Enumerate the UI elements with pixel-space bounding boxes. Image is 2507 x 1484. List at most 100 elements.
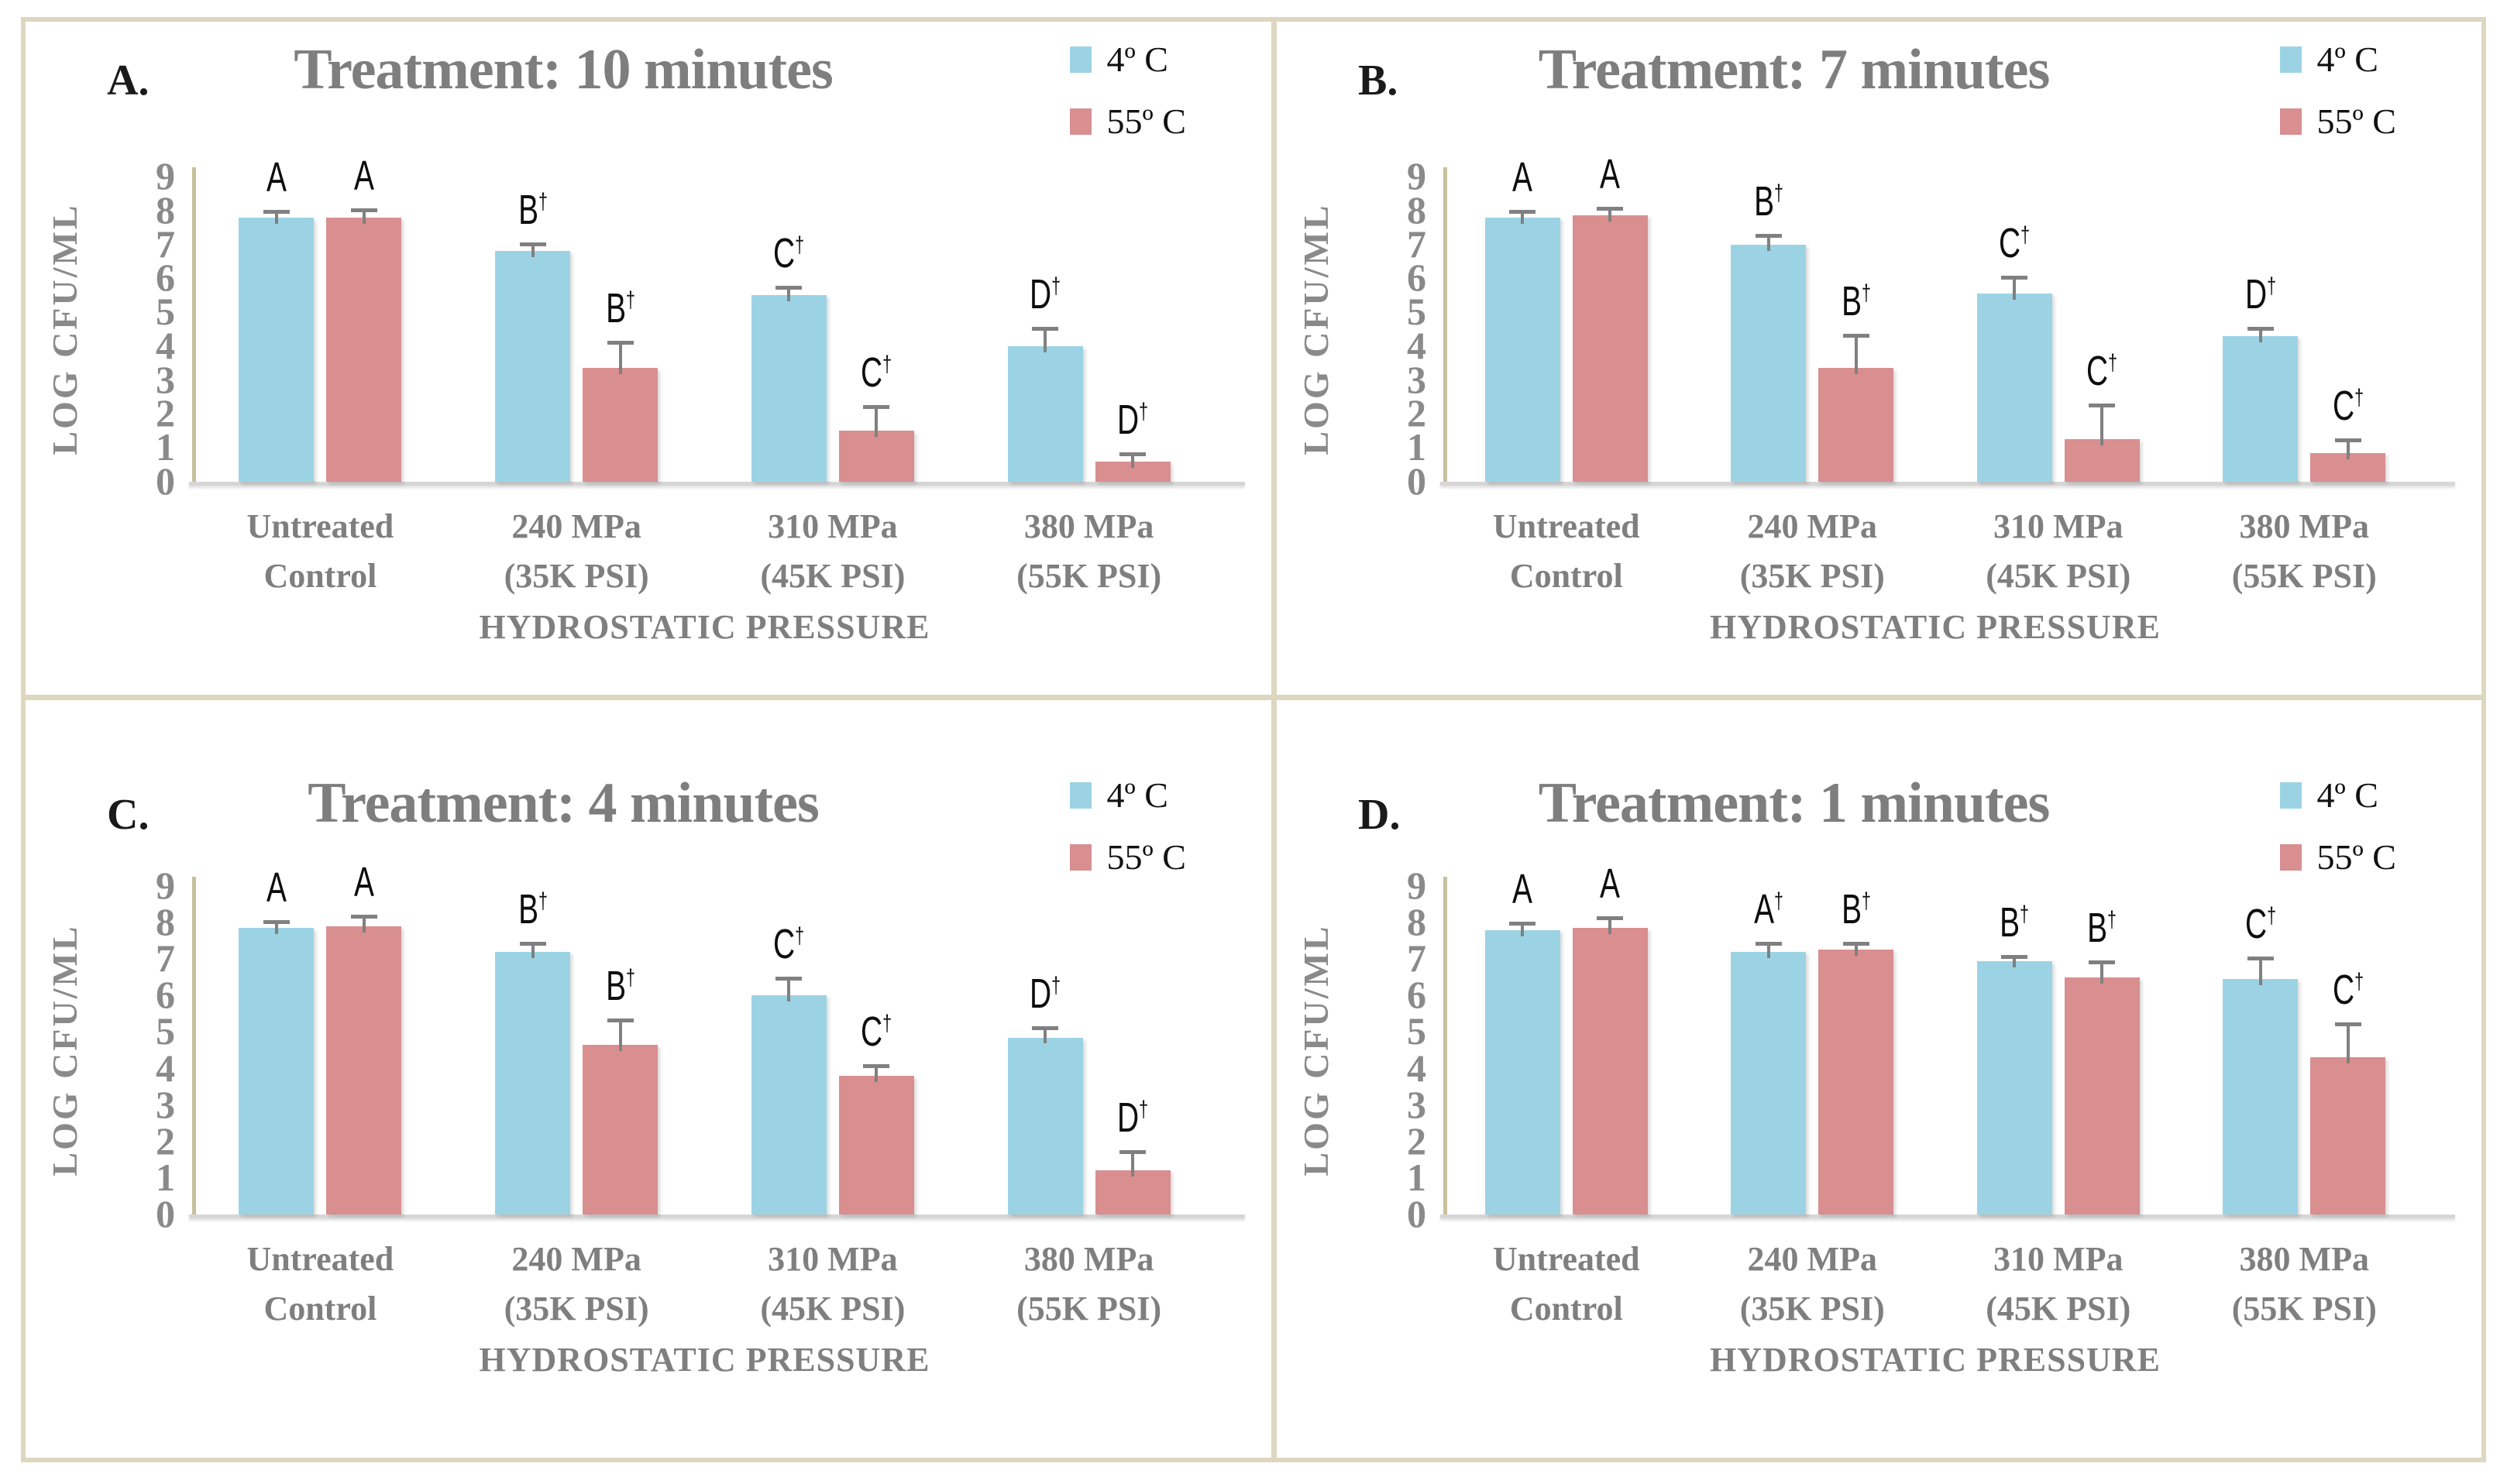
legend: 4º C 55º C xyxy=(2279,778,2396,875)
y-tick-label: 1 xyxy=(156,1155,175,1199)
error-bar xyxy=(2013,278,2017,301)
significance-letter: C† xyxy=(2086,347,2118,394)
bar-55c-group1 xyxy=(326,217,402,482)
error-bar-cap xyxy=(1032,1025,1059,1030)
bar-55c-group1 xyxy=(1572,928,1648,1214)
legend-label: 55º C xyxy=(1106,837,1186,877)
bar-55c-group2 xyxy=(1818,950,1894,1214)
x-axis-title: HYDROSTATIC PRESSURE xyxy=(479,608,930,646)
x-axis-line xyxy=(1440,482,2455,486)
error-bar xyxy=(618,1021,622,1051)
panel-label: D. xyxy=(1358,791,1401,839)
legend-entry: 55º C xyxy=(2279,104,2396,139)
error-bar-cap xyxy=(519,942,546,946)
x-tick-label: 380 MPa (55K PSI) xyxy=(950,502,1229,601)
dagger-superscript: † xyxy=(795,232,805,259)
error-bar xyxy=(274,922,278,935)
error-bar-cap xyxy=(1755,233,1782,238)
x-tick-label-line: (45K PSI) xyxy=(760,556,906,595)
bar-4c-group3 xyxy=(1976,294,2052,482)
y-tick-label: 8 xyxy=(1407,187,1426,232)
x-tick-label-line: (35K PSI) xyxy=(504,556,649,595)
error-bar xyxy=(362,210,366,224)
error-bar-cap xyxy=(2334,438,2361,443)
bar-4c-group1 xyxy=(239,928,315,1214)
four-panel-bar-chart-figure: A. Treatment: 10 minutes 4º C 55º C LOG C… xyxy=(21,17,2486,1462)
y-tick-label: 4 xyxy=(1407,323,1426,367)
legend-label: 4º C xyxy=(1106,40,1168,79)
x-tick-label: 240 MPa (35K PSI) xyxy=(437,502,716,601)
y-tick-label: 6 xyxy=(1407,256,1426,300)
panel-label: B. xyxy=(1358,57,1398,105)
bar-55c-group4 xyxy=(1095,1170,1171,1214)
y-axis-title: LOG CFU/ML xyxy=(45,924,84,1177)
error-bar xyxy=(274,211,278,224)
legend-swatch-icon xyxy=(2279,46,2302,73)
legend-label: 4º C xyxy=(2316,40,2378,79)
legend-swatch-icon xyxy=(2279,844,2302,871)
error-bar-cap xyxy=(1119,452,1147,456)
y-tick-label: 4 xyxy=(1407,1046,1426,1090)
y-axis-title: LOG CFU/ML xyxy=(1296,203,1336,455)
x-axis-title: HYDROSTATIC PRESSURE xyxy=(1710,608,2161,646)
x-tick-label-line: (55K PSI) xyxy=(1016,556,1162,595)
bar-4c-group2 xyxy=(495,951,571,1214)
error-bar xyxy=(1521,924,1525,936)
bar-4c-group3 xyxy=(751,295,827,482)
significance-letter: A xyxy=(1600,150,1621,198)
x-tick-label-line: (55K PSI) xyxy=(2231,556,2377,595)
y-tick-label: 2 xyxy=(156,1118,175,1163)
x-tick-label: 310 MPa (45K PSI) xyxy=(693,1235,972,1334)
y-axis-title: LOG CFU/ML xyxy=(45,203,84,455)
error-bar xyxy=(1854,944,1858,957)
y-tick-label: 2 xyxy=(1407,1118,1426,1163)
dagger-superscript: † xyxy=(1139,1096,1149,1122)
error-bar xyxy=(2258,329,2262,342)
error-bar xyxy=(787,979,791,1002)
dagger-superscript: † xyxy=(2020,901,2030,927)
x-tick-label: 380 MPa (55K PSI) xyxy=(950,1235,1229,1334)
significance-letter: D† xyxy=(1117,396,1149,443)
legend-entry: 4º C xyxy=(1069,778,1186,813)
error-bar-cap xyxy=(2089,403,2116,407)
bar-4c-group4 xyxy=(2223,335,2299,482)
x-tick-label-line: (55K PSI) xyxy=(1016,1289,1162,1328)
bar-55c-group1 xyxy=(1572,215,1648,482)
dagger-superscript: † xyxy=(2354,969,2364,995)
dagger-superscript: † xyxy=(538,888,548,915)
dagger-superscript: † xyxy=(2108,349,2118,376)
significance-letter: B† xyxy=(605,963,635,1010)
legend-swatch-icon xyxy=(1069,782,1092,809)
x-tick-label: 310 MPa (45K PSI) xyxy=(693,502,972,601)
significance-letter: B† xyxy=(1841,277,1871,325)
bar-4c-group1 xyxy=(1484,217,1560,482)
x-tick-label-line: (35K PSI) xyxy=(1739,1289,1885,1328)
dagger-superscript: † xyxy=(1773,180,1783,206)
y-tick-label: 9 xyxy=(1407,154,1426,198)
y-axis-line xyxy=(192,877,196,1214)
bar-4c-group4 xyxy=(1007,345,1083,482)
significance-letter: A xyxy=(1600,861,1621,908)
bar-4c-group4 xyxy=(2223,979,2299,1214)
bar-4c-group1 xyxy=(1484,929,1560,1214)
y-tick-label: 8 xyxy=(156,900,175,944)
x-tick-label-line: Control xyxy=(263,556,377,595)
bar-55c-group3 xyxy=(838,431,914,482)
y-axis-title: LOG CFU/ML xyxy=(1296,924,1336,1177)
legend: 4º C 55º C xyxy=(2279,40,2396,139)
y-tick-label: 4 xyxy=(156,323,175,367)
error-bar-cap xyxy=(350,208,377,212)
error-bar-cap xyxy=(1597,206,1624,211)
y-tick-label: 1 xyxy=(1407,1155,1426,1199)
error-bar-cap xyxy=(2089,960,2116,964)
y-tick-label: 7 xyxy=(156,936,175,981)
error-bar xyxy=(2013,957,2017,967)
x-tick-label-line: (35K PSI) xyxy=(1739,556,1885,595)
y-tick-label: 0 xyxy=(1407,1192,1426,1235)
y-tick-label: 6 xyxy=(1407,973,1426,1017)
y-tick-label: 3 xyxy=(156,1082,175,1126)
y-tick-label: 1 xyxy=(1407,425,1426,469)
error-bar xyxy=(2100,962,2104,984)
panel-title: Treatment: 10 minutes xyxy=(294,38,834,101)
x-tick-label: 240 MPa (35K PSI) xyxy=(1673,502,1952,601)
